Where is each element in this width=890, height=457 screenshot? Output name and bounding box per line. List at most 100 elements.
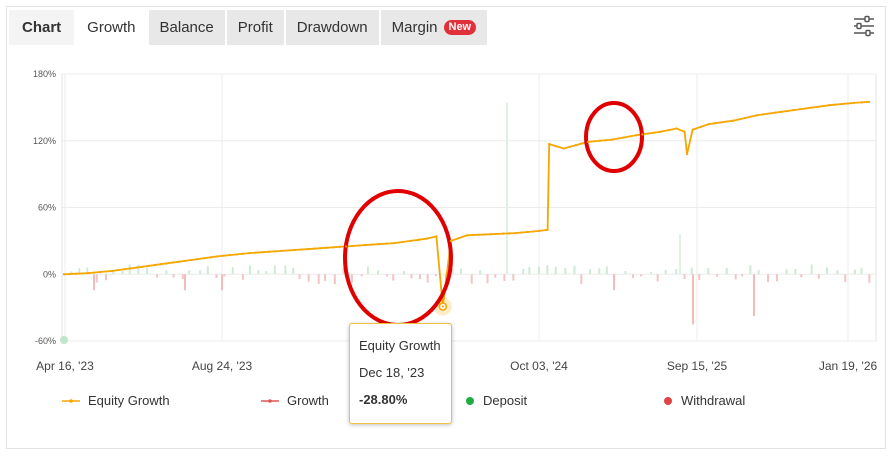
equity-point	[538, 229, 541, 232]
equity-point	[325, 246, 328, 249]
equity-point	[707, 122, 710, 126]
equity-point	[526, 230, 529, 234]
equity-point	[312, 247, 315, 250]
legend-equity-label: Equity Growth	[88, 393, 170, 408]
equity-point	[111, 269, 114, 273]
y-tick-label: -60%	[35, 336, 56, 346]
equity-point	[409, 239, 412, 242]
equity-point	[177, 260, 180, 263]
equity-point	[293, 248, 296, 252]
equity-point	[685, 153, 689, 156]
equity-point	[731, 119, 735, 122]
tab-margin[interactable]: Margin New	[380, 10, 488, 45]
tab-balance[interactable]: Balance	[148, 10, 225, 45]
equity-point	[502, 232, 505, 235]
equity-point	[592, 140, 596, 143]
legend-withdrawal[interactable]: Withdrawal	[663, 393, 745, 408]
equity-point	[768, 112, 771, 115]
tab-profit[interactable]: Profit	[226, 10, 284, 45]
equity-point	[74, 272, 78, 275]
equity-point	[786, 109, 789, 113]
equity-point	[261, 251, 264, 254]
equity-point	[117, 268, 120, 272]
equity-point	[105, 270, 108, 273]
tooltip-title: Equity Growth	[359, 338, 441, 353]
chart-label: Chart	[9, 10, 75, 45]
equity-point	[274, 250, 277, 253]
equity-point	[477, 233, 481, 236]
equity-point	[370, 243, 373, 246]
equity-point	[610, 138, 614, 141]
equity-point	[804, 107, 807, 110]
equity-point	[351, 244, 354, 248]
equity-point	[364, 244, 367, 247]
y-tick-label: 180%	[33, 69, 56, 79]
equity-point	[792, 109, 795, 112]
equity-point	[222, 254, 225, 257]
equity-point	[286, 249, 290, 252]
equity-point	[762, 113, 765, 116]
equity-point	[441, 305, 444, 308]
highlight-circle-drop-1	[343, 189, 453, 327]
equity-point	[604, 139, 608, 142]
tab-drawdown[interactable]: Drawdown	[285, 10, 379, 45]
x-tick-label: Jan 19, '26	[819, 359, 878, 373]
equity-point	[338, 245, 341, 248]
equity-point	[798, 108, 801, 111]
equity-point	[750, 115, 753, 118]
equity-point	[457, 236, 461, 240]
equity-point	[147, 264, 150, 268]
equity-point	[617, 137, 620, 140]
sliders-icon[interactable]	[852, 14, 876, 38]
equity-point	[756, 114, 759, 117]
x-tick-label: Apr 16, '23	[36, 359, 94, 373]
tab-growth[interactable]: Growth	[76, 10, 147, 45]
equity-point	[393, 242, 396, 245]
equity-point	[641, 133, 644, 136]
growth-legend-icon	[261, 398, 279, 403]
equity-point	[165, 262, 168, 265]
equity-point	[401, 240, 404, 244]
equity-point	[425, 237, 428, 240]
equity-point	[548, 142, 551, 146]
equity-point	[417, 238, 420, 241]
equity-point	[532, 230, 535, 233]
equity-point	[345, 245, 348, 248]
legend-growth[interactable]: Growth	[261, 393, 329, 408]
equity-point	[377, 243, 380, 246]
equity-point	[357, 244, 361, 247]
equity-point	[840, 102, 843, 106]
x-tick-label: Oct 03, '24	[510, 359, 568, 373]
equity-point	[647, 132, 650, 135]
equity-point	[546, 228, 549, 231]
equity-point	[153, 263, 156, 267]
legend-equity-growth[interactable]: Equity Growth	[62, 393, 170, 408]
equity-point	[196, 258, 199, 261]
equity-point	[846, 102, 849, 105]
equity-point	[860, 101, 864, 104]
equity-point	[87, 272, 90, 275]
equity-point	[691, 128, 694, 131]
equity-point	[555, 145, 558, 148]
equity-point	[280, 249, 283, 252]
equity-point	[683, 130, 686, 133]
equity-point	[449, 239, 452, 242]
equity-point	[852, 101, 855, 105]
equity-point	[68, 272, 72, 276]
equity-point	[465, 234, 469, 237]
legend-withdrawal-label: Withdrawal	[681, 393, 746, 408]
equity-point	[653, 131, 656, 134]
equity-point	[623, 136, 626, 139]
equity-point	[520, 231, 523, 234]
legend-deposit[interactable]: Deposit	[465, 393, 527, 408]
equity-point	[435, 235, 438, 238]
equity-point	[183, 259, 186, 262]
equity-point	[580, 142, 583, 145]
equity-point	[568, 145, 571, 148]
x-tick-label: Aug 24, '23	[192, 359, 253, 373]
equity-point	[780, 110, 783, 113]
chart-tabs: Chart Growth Balance Profit Drawdown Mar…	[9, 10, 488, 45]
equity-point	[203, 257, 206, 260]
equity-point	[562, 147, 565, 150]
equity-point	[713, 122, 716, 125]
